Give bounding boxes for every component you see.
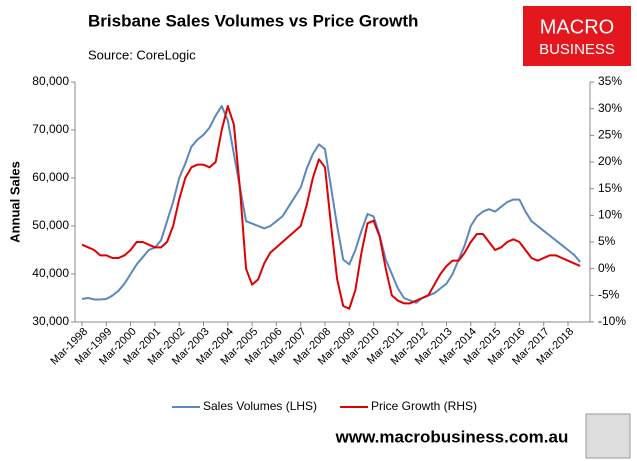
y2-tick-label: 10% — [598, 208, 622, 222]
series-line — [81, 105, 581, 310]
y-tick-label: 40,000 — [32, 266, 69, 280]
y-axis-label: Annual Sales — [7, 161, 22, 243]
y2-tick-label: 30% — [598, 101, 622, 115]
y2-tick-label: 20% — [598, 154, 622, 168]
y2-tick-label: 5% — [598, 234, 616, 248]
y-tick-label: 60,000 — [32, 170, 69, 184]
y2-tick-label: 35% — [598, 74, 622, 88]
logo-text: BUSINESS — [539, 41, 615, 58]
logo-box — [523, 6, 631, 66]
logo-text: MACRO — [540, 16, 614, 38]
wolf-icon — [585, 413, 631, 459]
legend-label: Sales Volumes (LHS) — [203, 399, 317, 413]
y-tick-label: 70,000 — [32, 122, 69, 136]
y-tick-label: 80,000 — [32, 74, 69, 88]
y2-tick-label: -10% — [598, 314, 626, 328]
chart-subtitle: Source: CoreLogic — [88, 47, 196, 62]
y2-tick-label: 0% — [598, 261, 616, 275]
y2-tick-label: -5% — [598, 288, 620, 302]
y-tick-label: 30,000 — [32, 314, 69, 328]
chart-title: Brisbane Sales Volumes vs Price Growth — [88, 11, 418, 30]
series-line — [81, 105, 581, 304]
y2-tick-label: 25% — [598, 128, 622, 142]
y2-tick-label: 15% — [598, 181, 622, 195]
y-tick-label: 50,000 — [32, 218, 69, 232]
footer: www.macrobusiness.com.au — [335, 427, 569, 446]
legend-label: Price Growth (RHS) — [371, 399, 477, 413]
